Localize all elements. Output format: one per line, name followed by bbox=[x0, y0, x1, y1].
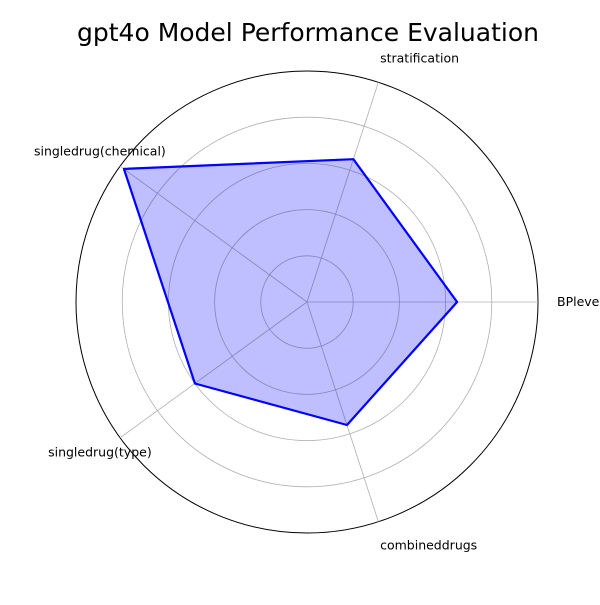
axis-label-2: singledrug(chemical) bbox=[34, 144, 166, 159]
chart-title: gpt4o Model Performance Evaluation bbox=[77, 18, 539, 47]
axis-label-1: stratification bbox=[380, 51, 459, 66]
series-layer bbox=[124, 159, 457, 425]
axis-label-3: singledrug(type) bbox=[48, 445, 152, 460]
series-fill-0 bbox=[124, 159, 457, 425]
axis-label-0: BPlevel bbox=[557, 294, 600, 309]
axis-label-4: combineddrugs bbox=[380, 538, 477, 553]
